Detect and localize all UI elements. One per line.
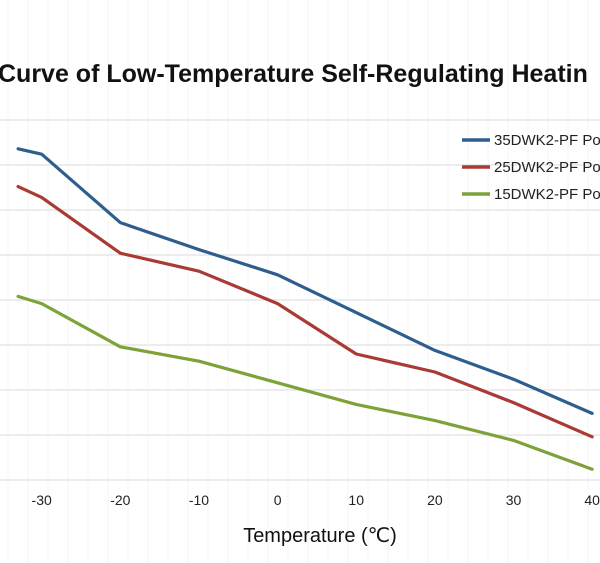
x-tick-label: -20 xyxy=(110,492,130,508)
x-tick-label: 30 xyxy=(506,492,522,508)
chart-title: Curve of Low-Temperature Self-Regulating… xyxy=(0,60,588,88)
x-axis-title: Temperature (℃) xyxy=(243,525,397,547)
legend-label: 25DWK2-PF Po xyxy=(494,159,600,176)
x-tick-label: 0 xyxy=(274,492,282,508)
legend-label: 35DWK2-PF Po xyxy=(494,132,600,149)
x-tick-label: 40 xyxy=(584,492,600,508)
series-line-2 xyxy=(16,185,594,439)
x-tick-label: 10 xyxy=(348,492,364,508)
series-line-1 xyxy=(16,147,594,415)
x-tick-label: -10 xyxy=(189,492,209,508)
series-lines xyxy=(16,147,594,471)
x-tick-label: 20 xyxy=(427,492,443,508)
legend: 35DWK2-PF Po 25DWK2-PF Po 15DWK2-PF Po xyxy=(462,132,600,203)
x-tick-labels: -30 -20 -10 0 10 20 30 40 xyxy=(32,492,600,508)
series-line-3 xyxy=(16,294,594,471)
x-tick-label: -30 xyxy=(32,492,52,508)
legend-label: 15DWK2-PF Po xyxy=(494,186,600,203)
